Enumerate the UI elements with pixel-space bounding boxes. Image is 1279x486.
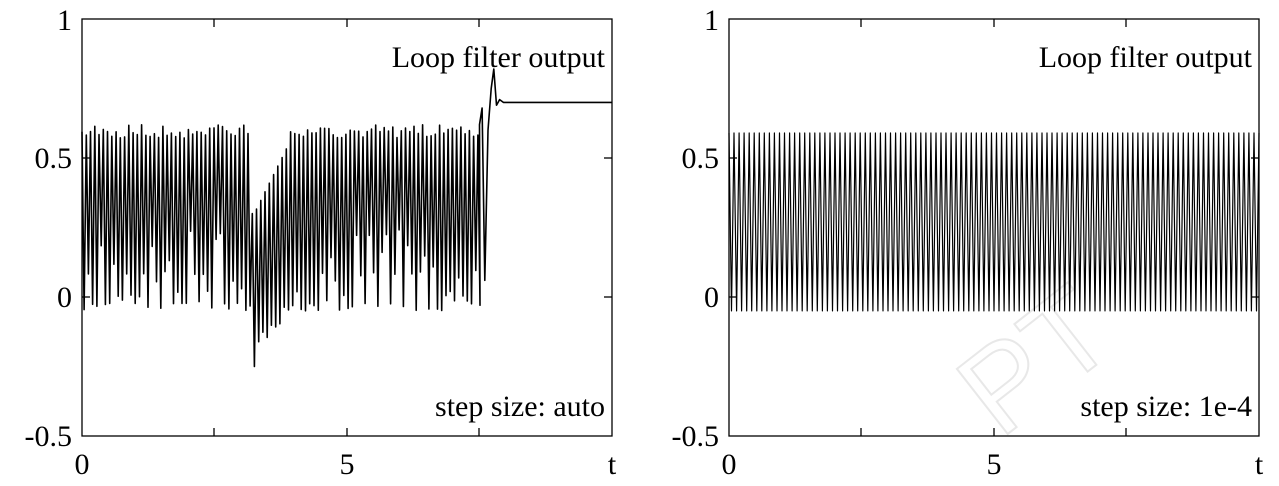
ytick-label: -0.5 <box>672 420 720 453</box>
chart-title-annotation: Loop filter output <box>392 41 606 74</box>
loop-filter-output-series <box>728 132 1260 312</box>
chart-left: 1 0.5 0 -0.5 0 5 t Loop filter output st… <box>25 4 617 481</box>
x-axis-label: t <box>608 448 617 481</box>
ytick-label: 1 <box>704 4 719 37</box>
ytick-label: 0 <box>57 281 72 314</box>
xtick-label: 0 <box>722 448 737 481</box>
loop-filter-output-series <box>81 68 612 368</box>
ytick-label: 1 <box>57 4 72 37</box>
x-axis-label: t <box>1255 448 1264 481</box>
step-size-annotation: step size: 1e-4 <box>1080 390 1252 423</box>
xtick-label: 5 <box>340 448 355 481</box>
ytick-label: 0.5 <box>682 142 720 175</box>
xtick-label: 5 <box>987 448 1002 481</box>
ytick-label: -0.5 <box>25 420 73 453</box>
ytick-label: 0 <box>704 281 719 314</box>
chart-right: 1 0.5 0 -0.5 0 5 t Loop filter output st… <box>672 4 1264 481</box>
xtick-label: 0 <box>75 448 90 481</box>
chart-title-annotation: Loop filter output <box>1039 41 1253 74</box>
ytick-label: 0.5 <box>35 142 73 175</box>
step-size-annotation: step size: auto <box>435 390 605 423</box>
